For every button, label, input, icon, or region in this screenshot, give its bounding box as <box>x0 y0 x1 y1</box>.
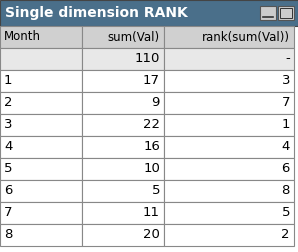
Bar <box>164 180 294 202</box>
Text: Month: Month <box>4 30 41 44</box>
Text: 2: 2 <box>282 229 290 241</box>
Text: 2: 2 <box>4 97 13 110</box>
Bar <box>0 158 82 180</box>
Bar <box>260 6 276 20</box>
Bar <box>164 48 294 70</box>
Bar <box>164 92 294 114</box>
Text: 17: 17 <box>143 75 160 87</box>
Text: 6: 6 <box>4 184 13 198</box>
Bar <box>0 26 82 48</box>
Bar <box>82 48 164 70</box>
Text: 5: 5 <box>4 163 13 175</box>
Text: 1: 1 <box>282 118 290 132</box>
Bar <box>82 92 164 114</box>
Bar <box>82 136 164 158</box>
Text: 6: 6 <box>282 163 290 175</box>
Bar <box>0 48 82 70</box>
Text: 4: 4 <box>282 141 290 153</box>
Text: 20: 20 <box>143 229 160 241</box>
Text: sum(Val): sum(Val) <box>108 30 160 44</box>
Bar <box>0 0 298 26</box>
Text: 5: 5 <box>282 206 290 219</box>
Text: 8: 8 <box>4 229 13 241</box>
Text: 110: 110 <box>135 52 160 66</box>
Text: 22: 22 <box>143 118 160 132</box>
Bar <box>164 158 294 180</box>
Bar <box>0 114 82 136</box>
Bar <box>0 202 82 224</box>
Bar <box>164 114 294 136</box>
Bar <box>0 224 82 246</box>
Bar <box>82 114 164 136</box>
Bar <box>0 180 82 202</box>
Text: 7: 7 <box>282 97 290 110</box>
Text: rank(sum(Val)): rank(sum(Val)) <box>202 30 290 44</box>
Bar <box>164 26 294 48</box>
Text: 5: 5 <box>151 184 160 198</box>
Bar <box>82 70 164 92</box>
Bar <box>164 70 294 92</box>
Bar <box>0 70 82 92</box>
Bar <box>0 92 82 114</box>
Bar <box>278 6 294 20</box>
Text: 9: 9 <box>152 97 160 110</box>
Text: 4: 4 <box>4 141 13 153</box>
Text: 7: 7 <box>4 206 13 219</box>
Bar <box>82 202 164 224</box>
Bar <box>164 136 294 158</box>
Text: 3: 3 <box>282 75 290 87</box>
Bar <box>82 158 164 180</box>
Bar <box>280 8 292 18</box>
Text: -: - <box>285 52 290 66</box>
Text: 10: 10 <box>143 163 160 175</box>
Bar <box>82 26 164 48</box>
Text: 11: 11 <box>143 206 160 219</box>
Text: 3: 3 <box>4 118 13 132</box>
Bar <box>0 136 82 158</box>
Bar <box>164 224 294 246</box>
Bar <box>164 202 294 224</box>
Text: Single dimension RANK: Single dimension RANK <box>5 6 188 20</box>
Text: 8: 8 <box>282 184 290 198</box>
Bar <box>82 224 164 246</box>
Text: 16: 16 <box>143 141 160 153</box>
Bar <box>82 180 164 202</box>
Text: 1: 1 <box>4 75 13 87</box>
